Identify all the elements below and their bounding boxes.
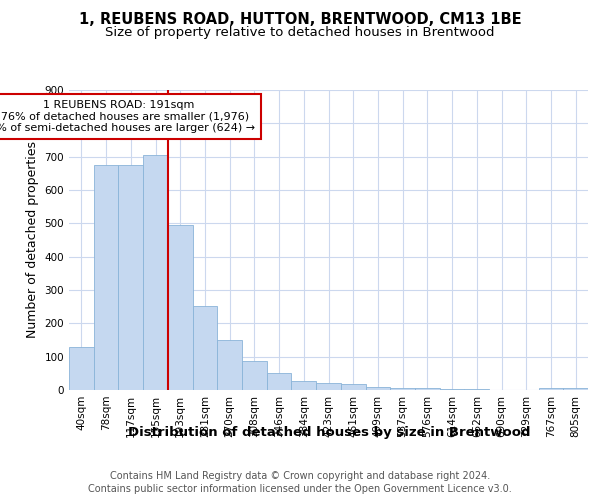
- Bar: [415, 388, 440, 390]
- Bar: [316, 384, 341, 390]
- Bar: [267, 374, 292, 390]
- Bar: [94, 165, 118, 390]
- Bar: [143, 155, 168, 390]
- Bar: [168, 225, 193, 390]
- Text: Contains public sector information licensed under the Open Government Licence v3: Contains public sector information licen…: [88, 484, 512, 494]
- Y-axis label: Number of detached properties: Number of detached properties: [26, 142, 39, 338]
- Bar: [365, 386, 390, 390]
- Bar: [193, 306, 217, 390]
- Bar: [242, 360, 267, 390]
- Text: Distribution of detached houses by size in Brentwood: Distribution of detached houses by size …: [128, 426, 530, 439]
- Bar: [69, 346, 94, 390]
- Bar: [217, 340, 242, 390]
- Text: Size of property relative to detached houses in Brentwood: Size of property relative to detached ho…: [105, 26, 495, 39]
- Bar: [118, 165, 143, 390]
- Bar: [539, 388, 563, 390]
- Text: 1, REUBENS ROAD, HUTTON, BRENTWOOD, CM13 1BE: 1, REUBENS ROAD, HUTTON, BRENTWOOD, CM13…: [79, 12, 521, 28]
- Bar: [341, 384, 365, 390]
- Bar: [390, 388, 415, 390]
- Bar: [440, 389, 464, 390]
- Bar: [563, 388, 588, 390]
- Text: Contains HM Land Registry data © Crown copyright and database right 2024.: Contains HM Land Registry data © Crown c…: [110, 471, 490, 481]
- Text: 1 REUBENS ROAD: 191sqm
← 76% of detached houses are smaller (1,976)
24% of semi-: 1 REUBENS ROAD: 191sqm ← 76% of detached…: [0, 100, 255, 133]
- Bar: [292, 380, 316, 390]
